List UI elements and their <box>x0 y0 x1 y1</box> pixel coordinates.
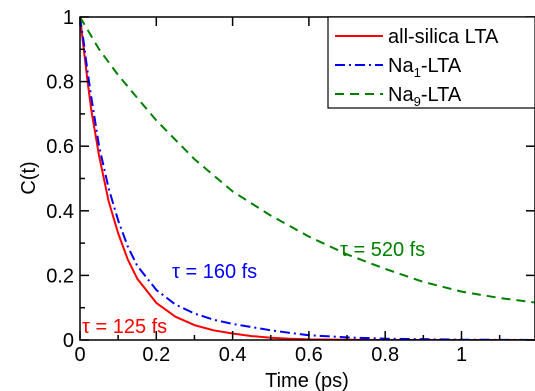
tau-annotation: τ = 125 fs <box>82 316 167 338</box>
x-tick-label: 0.4 <box>219 344 247 366</box>
x-tick-label: 0.8 <box>371 344 399 366</box>
x-tick-label: 0 <box>74 344 85 366</box>
x-tick-label: 0.6 <box>295 344 323 366</box>
legend-label: all-silica LTA <box>388 26 499 48</box>
y-tick-label: 0.6 <box>46 136 74 158</box>
tau-annotation: τ = 160 fs <box>172 261 257 283</box>
y-tick-label: 0.8 <box>46 72 74 94</box>
series-line-3 <box>80 17 535 304</box>
x-tick-label: 0.2 <box>142 344 170 366</box>
annotations: τ = 125 fs τ = 160 fs τ = 520 fs <box>82 239 425 338</box>
y-axis-label: C(t) <box>18 161 40 194</box>
legend: all-silica LTA Na1-LTA Na9-LTA <box>327 16 535 109</box>
legend-label: Na9-LTA <box>388 84 462 109</box>
x-axis-label: Time (ps) <box>265 370 349 391</box>
legend-label: Na1-LTA <box>388 55 462 80</box>
x-tick-label: 1 <box>456 344 467 366</box>
series-line-2 <box>80 17 535 340</box>
y-tick-label: 1 <box>63 7 74 29</box>
y-tick-label: 0.4 <box>46 201 74 223</box>
legend-box <box>327 16 535 109</box>
tau-annotation: τ = 520 fs <box>340 239 425 261</box>
y-tick-label: 0 <box>63 330 74 352</box>
y-tick-label: 0.2 <box>46 265 74 287</box>
